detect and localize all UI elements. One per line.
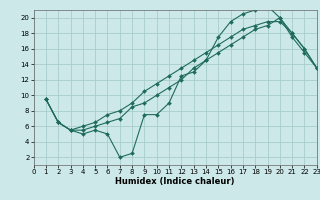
X-axis label: Humidex (Indice chaleur): Humidex (Indice chaleur)	[116, 177, 235, 186]
